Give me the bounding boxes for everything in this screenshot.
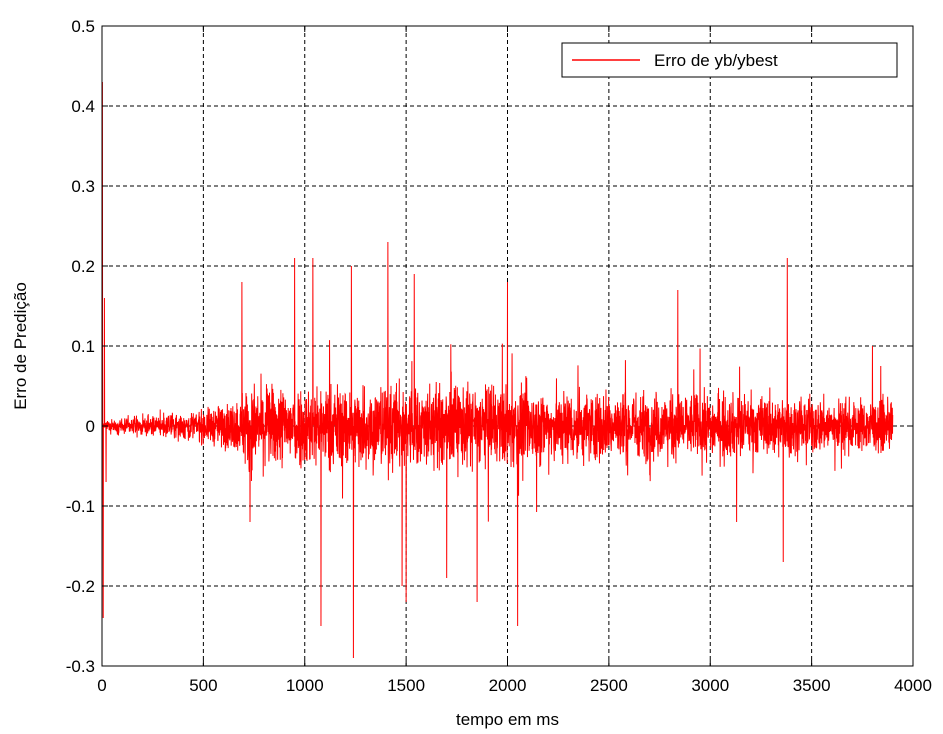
series-line-erro <box>101 81 894 659</box>
x-tick-label: 500 <box>189 676 217 695</box>
y-tick-label: -0.1 <box>66 497 95 516</box>
y-tick-label: 0.2 <box>71 257 95 276</box>
y-tick-label: 0.1 <box>71 337 95 356</box>
y-tick-label: 0.3 <box>71 177 95 196</box>
x-tick-label: 3000 <box>691 676 729 695</box>
axis-ticks: 0 500 1000 1500 2000 2500 3000 3500 4000 -0.3 -0.2… <box>66 17 932 695</box>
y-tick-label: -0.3 <box>66 657 95 676</box>
x-tick-label: 1000 <box>286 676 324 695</box>
x-tick-label: 2000 <box>489 676 527 695</box>
x-tick-label: 2500 <box>590 676 628 695</box>
legend: Erro de yb/ybest <box>561 42 898 78</box>
y-tick-label: -0.2 <box>66 577 95 596</box>
signal-series <box>101 81 894 659</box>
x-tick-label: 4000 <box>894 676 932 695</box>
y-tick-label: 0 <box>86 417 95 436</box>
x-tick-label: 3500 <box>793 676 831 695</box>
legend-label: Erro de yb/ybest <box>654 51 778 70</box>
y-axis-label: Erro de Predição <box>11 282 30 410</box>
x-tick-label: 1500 <box>387 676 425 695</box>
x-axis-label: tempo em ms <box>456 710 559 729</box>
x-tick-label: 0 <box>97 676 106 695</box>
y-tick-label: 0.4 <box>71 97 95 116</box>
y-tick-label: 0.5 <box>71 17 95 36</box>
